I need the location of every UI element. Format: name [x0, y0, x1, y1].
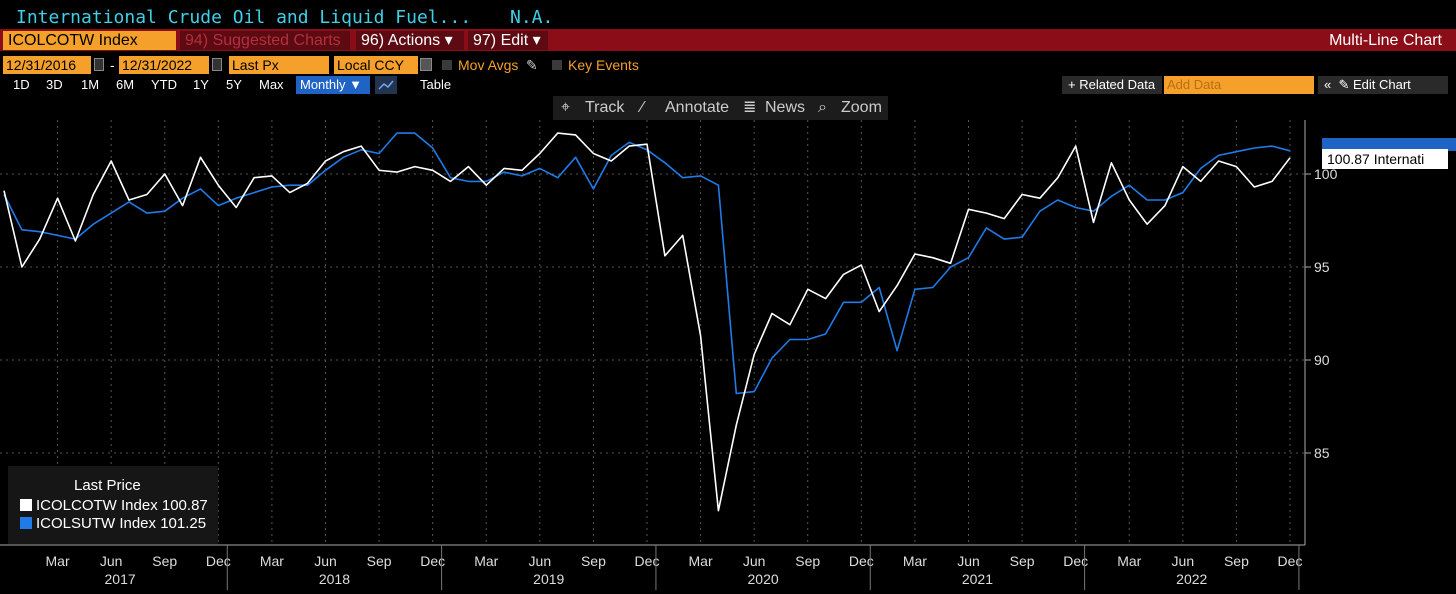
- range-controls: 1D 3D 1M 6M YTD 1Y 5Y Max Monthly ▼ Tabl…: [0, 76, 1456, 94]
- series-callout-blue: [1322, 138, 1456, 151]
- add-data-input[interactable]: Add Data: [1164, 76, 1314, 94]
- x-tick-label: Dec: [635, 553, 660, 569]
- table-button[interactable]: Table: [420, 77, 452, 92]
- range-5y[interactable]: 5Y: [226, 77, 242, 92]
- annotate-button[interactable]: Annotate: [665, 99, 730, 116]
- x-year-label: 2019: [533, 571, 564, 587]
- x-tick-label: Dec: [420, 553, 445, 569]
- price-chart[interactable]: 85 90 95 100 Mar Jun Sep Dec Mar Jun Sep Dec Mar Jun S…: [0, 96, 1456, 594]
- legend-item[interactable]: ICOLCOTW Index 100.87: [20, 497, 208, 515]
- line-chart-icon[interactable]: [375, 76, 397, 94]
- calendar-icon[interactable]: [94, 58, 104, 71]
- key-events-label: Key Events: [568, 57, 639, 73]
- x-tick-label: Dec: [206, 553, 231, 569]
- track-button[interactable]: Track: [585, 99, 625, 116]
- x-tick-label: Sep: [795, 553, 820, 569]
- y-tick-label: 90: [1314, 352, 1330, 368]
- pencil-icon[interactable]: ∕: [641, 99, 644, 116]
- x-tick-label: Mar: [689, 553, 713, 569]
- legend-item[interactable]: ICOLSUTW Index 101.25: [20, 515, 206, 533]
- x-tick-label: Jun: [957, 553, 980, 569]
- pencil-icon[interactable]: ✎: [526, 57, 538, 73]
- legend-title: Last Price: [74, 477, 141, 494]
- x-tick-label: Mar: [1117, 553, 1141, 569]
- x-year-label: 2020: [748, 571, 779, 587]
- legend-label: ICOLCOTW Index: [36, 497, 158, 514]
- x-tick-label: Mar: [46, 553, 70, 569]
- range-ytd[interactable]: YTD: [151, 77, 177, 92]
- x-tick-label: Sep: [152, 553, 177, 569]
- news-icon[interactable]: ≣: [743, 99, 757, 116]
- x-tick-label: Dec: [1063, 553, 1088, 569]
- x-tick-label: Mar: [903, 553, 927, 569]
- x-tick-label: Jun: [743, 553, 766, 569]
- legend-label: ICOLSUTW Index: [36, 515, 157, 532]
- collapse-icon[interactable]: «: [1324, 77, 1332, 92]
- x-tick-label: Jun: [1172, 553, 1195, 569]
- mov-avgs-checkbox[interactable]: [442, 60, 452, 70]
- edit-menu[interactable]: 97) Edit ▾: [468, 31, 548, 50]
- legend-value: 101.25: [160, 515, 207, 532]
- security-description: International Crude Oil and Liquid Fuel.…: [16, 7, 581, 29]
- news-button[interactable]: News: [765, 99, 806, 116]
- date-separator: -: [110, 57, 115, 73]
- x-tick-label: Jun: [529, 553, 552, 569]
- x-year-label: 2022: [1176, 571, 1207, 587]
- y-tick-label: 85: [1314, 445, 1330, 461]
- zoom-button[interactable]: Zoom: [841, 99, 882, 116]
- x-tick-label: Dec: [849, 553, 874, 569]
- edit-chart-button[interactable]: « ✎ Edit Chart: [1318, 76, 1448, 94]
- mov-avgs-label: Mov Avgs: [458, 57, 519, 73]
- legend-swatch: [20, 499, 32, 511]
- x-tick-label: Sep: [367, 553, 392, 569]
- end-date-field[interactable]: 12/31/2022: [119, 56, 209, 74]
- chevron-down-icon[interactable]: [420, 58, 432, 71]
- range-1y[interactable]: 1Y: [193, 77, 209, 92]
- date-controls: 12/31/2016 - 12/31/2022 Last Px Local CC…: [0, 56, 1456, 74]
- start-date-field[interactable]: 12/31/2016: [3, 56, 91, 74]
- field-select[interactable]: Last Px: [229, 56, 329, 74]
- crosshair-icon[interactable]: ⌖: [561, 99, 571, 116]
- related-data-button[interactable]: + Related Data: [1062, 76, 1162, 94]
- x-year-label: 2018: [319, 571, 350, 587]
- suggested-charts-button[interactable]: 94) Suggested Charts: [180, 31, 350, 50]
- range-6m[interactable]: 6M: [116, 77, 135, 92]
- x-year-label: 2021: [962, 571, 993, 587]
- x-tick-label: Jun: [100, 553, 123, 569]
- range-3d[interactable]: 3D: [46, 77, 63, 92]
- frequency-select[interactable]: Monthly ▼: [296, 76, 370, 94]
- x-tick-label: Mar: [260, 553, 284, 569]
- range-1m[interactable]: 1M: [81, 77, 100, 92]
- security-value: N.A.: [510, 7, 554, 28]
- series-line[interactable]: [3, 132, 1291, 395]
- currency-select[interactable]: Local CCY: [334, 56, 418, 74]
- zoom-icon[interactable]: ⌕: [818, 99, 827, 116]
- x-tick-label: Sep: [1224, 553, 1249, 569]
- x-tick-label: Dec: [1278, 553, 1303, 569]
- x-tick-label: Mar: [474, 553, 498, 569]
- series-callout-white: 100.87 Internati: [1322, 149, 1448, 169]
- chart-legend: Last Price ICOLCOTW Index 100.87 ICOLSUT…: [8, 466, 218, 544]
- ticker-input[interactable]: ICOLCOTW Index: [3, 31, 176, 50]
- chart-toolbar: ⌖ Track ∕ Annotate ≣ News ⌕ Zoom: [553, 96, 888, 120]
- x-tick-label: Sep: [1010, 553, 1035, 569]
- range-max[interactable]: Max: [259, 77, 284, 92]
- y-tick-label: 95: [1314, 259, 1330, 275]
- key-events-checkbox[interactable]: [552, 60, 562, 70]
- x-tick-label: Jun: [314, 553, 337, 569]
- calendar-icon[interactable]: [212, 58, 222, 71]
- security-name: International Crude Oil and Liquid Fuel.…: [16, 7, 472, 28]
- range-1d[interactable]: 1D: [13, 77, 30, 92]
- y-tick-label: 100: [1314, 166, 1338, 182]
- actions-menu[interactable]: 96) Actions ▾: [356, 31, 464, 50]
- x-year-label: 2017: [105, 571, 136, 587]
- x-tick-label: Sep: [581, 553, 606, 569]
- series-line[interactable]: [3, 132, 1291, 512]
- chart-type-label: Multi-Line Chart: [1329, 32, 1442, 49]
- legend-value: 100.87: [161, 497, 208, 514]
- edit-chart-label: ✎ Edit Chart: [1338, 77, 1411, 92]
- legend-swatch: [20, 517, 32, 529]
